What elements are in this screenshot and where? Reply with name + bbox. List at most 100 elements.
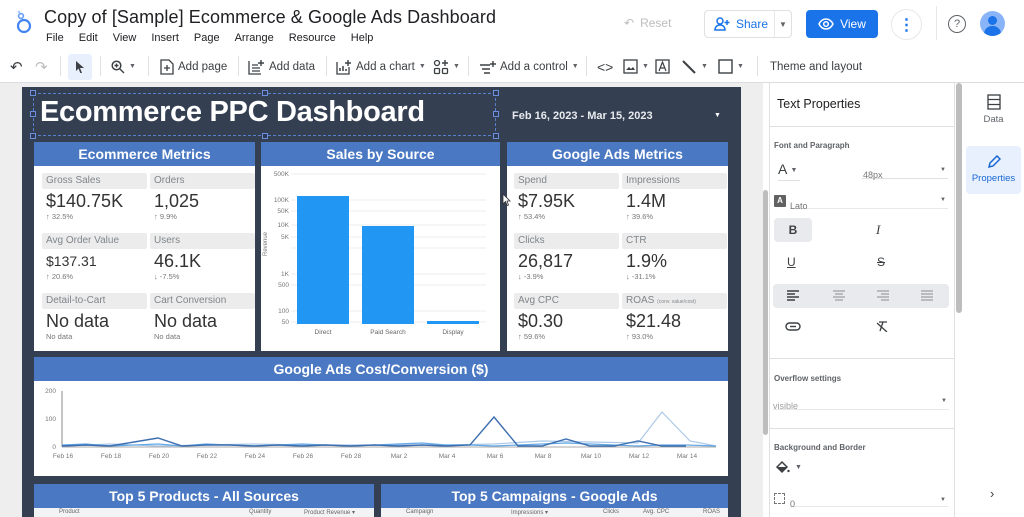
resize-handle[interactable] (30, 133, 36, 139)
sales-by-source-panel[interactable]: Sales by Source 500K 100K 50K 10K 5K 1K 500 1… (261, 142, 500, 351)
bold-toggle[interactable]: B (774, 218, 812, 242)
border-weight-select[interactable]: 0 ▼ (790, 491, 948, 509)
image-button[interactable]: ▼ (623, 50, 649, 83)
underline-toggle[interactable]: U (787, 255, 796, 269)
report-title[interactable]: Ecommerce PPC Dashboard (40, 96, 425, 128)
text-box-icon[interactable] (655, 50, 670, 83)
avatar[interactable] (980, 11, 1005, 36)
resize-handle[interactable] (493, 133, 499, 139)
undo-icon[interactable]: ↶ (10, 58, 23, 76)
select-cursor-icon[interactable] (68, 54, 92, 80)
column-header[interactable]: Impressions ▾ (511, 510, 549, 516)
bar-display (427, 321, 479, 324)
align-right-icon[interactable] (877, 290, 889, 301)
properties-scrollbar[interactable] (956, 83, 962, 313)
align-left-icon[interactable] (787, 290, 799, 301)
date-range-control[interactable]: Feb 16, 2023 - Mar 15, 2023 (512, 110, 653, 122)
more-options-icon[interactable]: ⋮ (891, 9, 922, 40)
share-button[interactable]: Share (705, 11, 775, 37)
menu-resource[interactable]: Resource (288, 32, 336, 44)
align-justify-icon[interactable] (921, 290, 933, 301)
scorecard-detail-to-cart[interactable]: Detail-to-Cart No data No data (42, 293, 147, 341)
cost-conversion-panel[interactable]: Google Ads Cost/Conversion ($) 200 100 0 F… (34, 357, 728, 476)
scorecard-avg-cpc[interactable]: Avg CPC $0.30 ↑ 59.6% (514, 293, 619, 341)
panel-header: Ecommerce Metrics (34, 142, 255, 166)
add-data-button[interactable]: Add data (248, 50, 315, 83)
chevron-down-icon: ▼ (701, 63, 708, 70)
scorecard-orders[interactable]: Orders 1,025 ↑ 9.9% (150, 173, 255, 221)
looker-studio-logo-icon[interactable] (14, 9, 34, 35)
reset-button[interactable]: ↶ Reset (624, 16, 671, 30)
overflow-settings-label: Overflow settings (774, 374, 842, 383)
canvas-scrollbar[interactable] (763, 190, 768, 435)
line-button[interactable]: ▼ (681, 50, 708, 83)
tab-data[interactable]: Data (966, 94, 1021, 140)
strikethrough-toggle[interactable]: S (877, 255, 886, 269)
italic-toggle[interactable]: I (876, 222, 881, 237)
tab-properties[interactable]: Properties (966, 146, 1021, 194)
scorecard-ctr[interactable]: CTR 1.9% ↓ -31.1% (622, 233, 727, 281)
align-center-icon[interactable] (833, 290, 845, 301)
column-header[interactable]: ROAS (703, 509, 721, 515)
font-family-select[interactable]: Lato ▼ (790, 193, 948, 211)
resize-handle[interactable] (493, 111, 499, 117)
scorecard-roas[interactable]: ROAS (conv. value/cost) $21.48 ↑ 93.0% (622, 293, 727, 341)
resize-handle[interactable] (262, 133, 268, 139)
column-header[interactable]: Product (59, 509, 80, 515)
zoom-button[interactable]: ▼ (111, 50, 136, 83)
shape-button[interactable]: ▼ (718, 50, 744, 83)
column-header[interactable]: Avg. CPC (643, 509, 670, 515)
add-chart-button[interactable]: Add a chart ▼ (336, 50, 426, 83)
menu-edit[interactable]: Edit (78, 32, 98, 44)
theme-and-layout-button[interactable]: Theme and layout (770, 50, 862, 83)
menu-file[interactable]: File (46, 32, 64, 44)
scorecard-gross-sales[interactable]: Gross Sales $140.75K ↑ 32.5% (42, 173, 147, 221)
resize-handle[interactable] (493, 90, 499, 96)
svg-text:Mar 14: Mar 14 (677, 453, 698, 460)
top-campaigns-table[interactable]: Top 5 Campaigns - Google Ads Campaign Im… (381, 484, 728, 517)
resize-handle[interactable] (30, 111, 36, 117)
scorecard-users[interactable]: Users 46.1K ↓ -7.5% (150, 233, 255, 281)
column-header[interactable]: Clicks (603, 509, 619, 515)
scorecard-impressions[interactable]: Impressions 1.4M ↑ 39.6% (622, 173, 727, 221)
view-button[interactable]: View (806, 10, 878, 38)
resize-handle[interactable] (30, 90, 36, 96)
svg-text:200: 200 (45, 388, 56, 395)
column-header[interactable]: Product Revenue ▾ (304, 510, 356, 516)
resize-handle[interactable] (262, 90, 268, 96)
line-icon (681, 59, 697, 75)
menu-help[interactable]: Help (350, 32, 374, 44)
redo-icon[interactable]: ↷ (35, 58, 48, 76)
column-header[interactable]: Quantity (249, 509, 272, 515)
sales-by-source-bar-chart[interactable]: 500K 100K 50K 10K 5K 1K 500 100 50 Revenue Dir… (261, 166, 500, 351)
add-component-button[interactable]: ▼ (433, 50, 460, 83)
scorecard-cart-conversion[interactable]: Cart Conversion No data No data (150, 293, 255, 341)
scorecard-avg-order-value[interactable]: Avg Order Value $137.31 ↑ 20.6% (42, 233, 147, 281)
scorecard-clicks[interactable]: Clicks 26,817 ↓ -3.9% (514, 233, 619, 281)
panel-header: Google Ads Cost/Conversion ($) (34, 357, 728, 381)
link-icon[interactable] (785, 322, 801, 331)
data-table-icon (966, 94, 1021, 110)
menu-view[interactable]: View (112, 32, 137, 44)
bar-direct (297, 196, 349, 324)
cost-conversion-line-chart[interactable]: 200 100 0 Feb 16 Feb 18 Feb 20 Feb 22 Feb 24 F… (34, 381, 728, 476)
clear-formatting-icon[interactable] (876, 320, 888, 332)
scorecard-spend[interactable]: Spend $7.95K ↑ 53.4% (514, 173, 619, 221)
share-dropdown-caret-icon[interactable]: ▼ (779, 19, 787, 29)
overflow-select[interactable]: visible ▼ (773, 394, 949, 411)
document-title[interactable]: Copy of [Sample] Ecommerce & Google Ads … (44, 7, 497, 27)
font-size-select[interactable]: 48px ▼ (862, 167, 948, 180)
embed-code-icon[interactable]: <> (597, 58, 614, 75)
chevron-down-icon[interactable]: ▼ (714, 112, 721, 119)
menu-page[interactable]: Page (193, 32, 220, 44)
column-header[interactable]: Campaign (406, 509, 434, 515)
menu-insert[interactable]: Insert (151, 32, 179, 44)
fill-color-picker[interactable]: ▼ (775, 460, 802, 474)
chevron-right-icon[interactable]: › (990, 486, 995, 501)
add-control-button[interactable]: Add a control ▼ (479, 50, 579, 83)
help-icon[interactable]: ? (948, 15, 966, 33)
menu-arrange[interactable]: Arrange (234, 32, 274, 44)
top-products-table[interactable]: Top 5 Products - All Sources Product Qua… (34, 484, 374, 517)
text-color-picker[interactable]: A ▼ (778, 161, 798, 177)
add-page-button[interactable]: Add page (160, 50, 227, 83)
